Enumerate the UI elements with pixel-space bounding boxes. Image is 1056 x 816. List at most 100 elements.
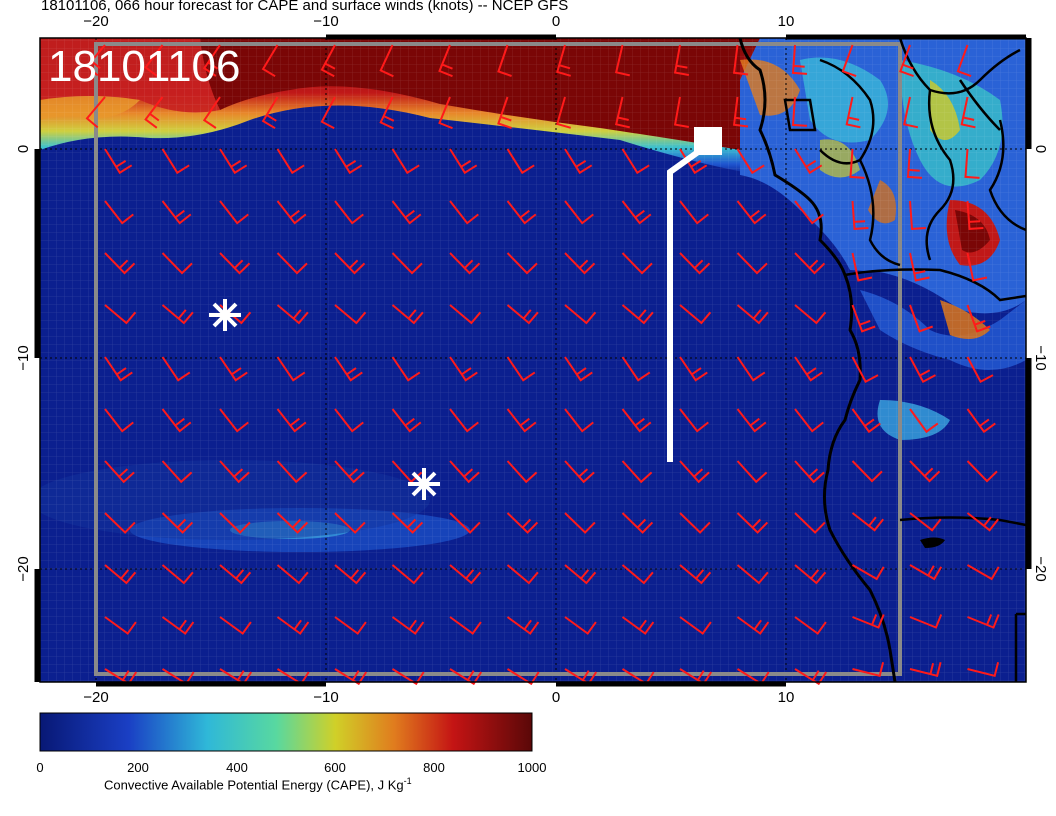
wind-barb [449,616,482,635]
wind-barb [276,512,309,534]
wind-barb [621,252,653,275]
wind-barb [909,252,930,282]
wind-barb [851,512,884,532]
wind-barb [391,356,421,382]
wind-barb [621,460,653,484]
wind-barb [736,252,768,275]
wind-barb [679,460,710,484]
lat-tick-left-2: −10 [15,345,32,370]
wind-barb [438,44,453,78]
wind-barb [556,44,571,77]
lat-tick-right-2: −10 [1032,345,1049,370]
wind-barb [851,200,869,230]
colorbar-tick-5: 800 [423,760,445,775]
wind-barb [449,668,483,686]
wind-barb [966,564,1000,581]
wind-barb [564,252,596,275]
wind-barb [736,356,766,382]
wind-barb [379,96,395,130]
wind-barb [564,304,597,325]
wind-barb [334,512,366,534]
wind-barb [966,408,996,434]
map-field [40,38,1026,682]
wind-barb [104,460,135,484]
wind-barb [391,564,424,585]
wind-barb [449,564,482,585]
wind-barb [506,200,537,225]
lon-tick-bottom-3: 0 [552,689,560,706]
wind-barb [85,96,106,129]
wind-barb [621,304,654,325]
wind-barb [564,200,594,225]
wind-barb [276,252,308,275]
wind-barb [334,200,364,225]
wind-barb [679,200,709,225]
wind-barb [85,44,106,77]
wind-barb [794,668,828,686]
wind-barb [104,512,136,534]
wind-barb [449,200,479,225]
wind-barb [334,148,363,175]
wind-barb [506,304,539,325]
wind-barb [506,356,536,382]
colorbar-tick-2: 200 [127,760,149,775]
wind-barb [391,512,424,534]
wind-barb [966,200,984,230]
wind-barb [506,148,535,175]
wind-barb [276,356,306,382]
wind-barb [391,408,422,433]
wind-barb [202,44,221,77]
wind-barb [334,252,366,275]
wind-barb [556,96,571,129]
date-stamp: 18101106 [48,42,241,91]
lat-tick-right-3: −20 [1032,556,1049,581]
wind-barb [219,356,248,382]
wind-barb [144,44,164,77]
wind-barb [506,512,539,534]
wind-barb [966,252,988,282]
wind-barb [849,148,865,179]
colorbar-tick-6: 1000 [518,760,547,775]
lon-tick-bottom-1: −20 [83,689,108,706]
wind-barb [104,148,133,175]
wind-barb [219,512,251,534]
wind-barb [161,148,190,175]
wind-barb [334,304,367,325]
wind-barb [506,564,539,585]
wind-barb [391,668,425,686]
wind-barb [564,616,597,635]
wind-barb [449,356,478,382]
wind-barb [276,460,308,484]
wind-barb [845,96,861,129]
colorbar-label: Convective Available Potential Energy (C… [104,776,412,792]
wind-barb [736,408,767,433]
wind-barb [679,356,708,382]
wind-barb [276,564,309,585]
wind-barb [791,44,808,75]
wind-barb [564,564,597,585]
wind-barb [161,356,191,382]
wind-barb [794,512,826,534]
wind-barb [615,44,631,77]
wind-barb [615,96,631,129]
wind-barb [497,44,512,77]
wind-barb [104,616,137,635]
wind-barb [794,356,823,382]
colorbar [39,712,533,752]
wind-barb [161,408,192,433]
wind-barb [906,148,923,179]
wind-barb [219,252,251,275]
wind-barb [673,44,690,76]
wind-barb [903,96,919,129]
wind-barb [909,408,939,434]
wind-barb [679,564,712,585]
wind-barb [909,614,943,629]
wind-barb [909,564,943,581]
lon-tick-top-3: 0 [552,13,560,30]
wind-barb [736,564,769,585]
wind-barb [794,252,826,275]
wind-barb [909,304,934,333]
wind-barb [497,96,512,129]
wind-barb [736,512,769,534]
